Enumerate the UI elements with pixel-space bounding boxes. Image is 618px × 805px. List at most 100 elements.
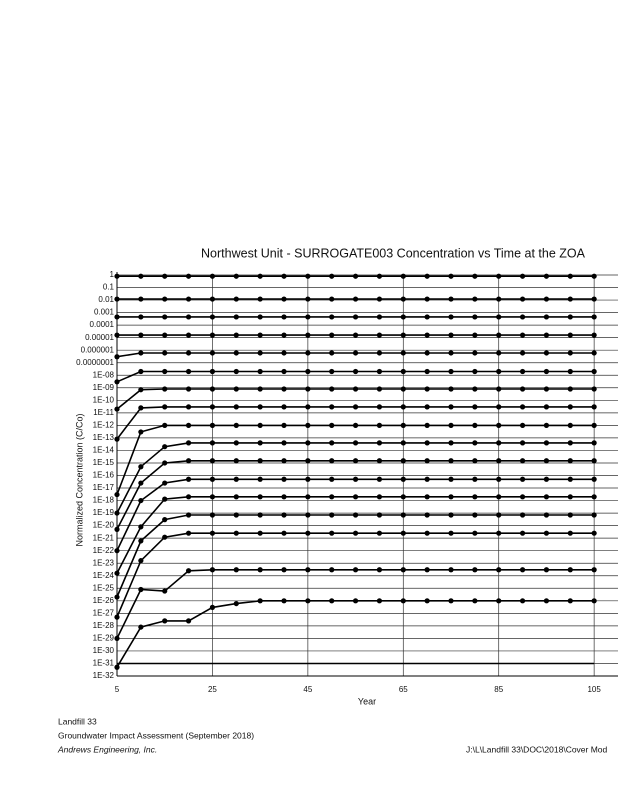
y-tick-label: 0.001 (94, 308, 115, 317)
data-point (305, 530, 311, 536)
data-point (448, 368, 454, 375)
data-point (162, 332, 168, 338)
data-point (472, 350, 478, 356)
data-point (448, 458, 454, 464)
footer-company: Andrews Engineering, Inc. (57, 744, 157, 754)
data-point (424, 598, 430, 604)
y-tick-label: 1E-29 (93, 634, 115, 643)
data-point (138, 368, 144, 375)
data-point (114, 614, 120, 620)
data-point (209, 512, 216, 518)
data-point (209, 458, 216, 464)
data-point (496, 350, 502, 356)
data-point (138, 464, 144, 470)
data-point (591, 476, 597, 482)
data-point (114, 354, 120, 360)
data-point (281, 296, 287, 302)
data-point (114, 379, 120, 385)
y-tick-label: 1E-27 (93, 608, 115, 617)
data-point (448, 350, 454, 356)
data-point (519, 368, 526, 375)
data-point (400, 598, 406, 604)
data-point (185, 296, 192, 302)
data-point (591, 314, 597, 320)
y-tick-label: 1E-12 (93, 420, 115, 429)
data-point (543, 386, 550, 392)
data-point (185, 530, 192, 536)
data-point (400, 458, 406, 464)
data-point (281, 476, 287, 482)
data-point (162, 444, 168, 450)
y-tick-label: 1E-10 (93, 395, 115, 404)
data-point (281, 567, 287, 573)
data-point (352, 368, 359, 375)
data-point (472, 567, 478, 573)
data-point (352, 273, 359, 279)
data-point (424, 440, 430, 446)
footer-path: J:\L\Landfill 33\DOC\2018\Cover Mod (466, 744, 608, 754)
data-point (138, 538, 144, 544)
data-point (209, 604, 216, 610)
data-point (138, 429, 144, 435)
data-point (519, 422, 526, 428)
data-point (496, 296, 502, 302)
data-point (567, 368, 573, 375)
data-point (162, 517, 168, 523)
data-point (162, 368, 168, 375)
data-point (567, 567, 573, 573)
data-point (233, 368, 239, 375)
y-tick-label: 1E-14 (93, 446, 115, 455)
data-point (305, 476, 311, 482)
data-point (448, 422, 454, 428)
data-point (257, 404, 263, 410)
data-point (329, 332, 335, 338)
data-point (400, 296, 406, 302)
data-point (519, 404, 526, 410)
data-point (496, 386, 502, 392)
y-tick-label: 1E-18 (93, 496, 115, 505)
data-point (591, 350, 597, 356)
data-point (209, 350, 216, 356)
data-point (329, 422, 335, 428)
data-point (209, 332, 216, 338)
data-point (567, 512, 573, 518)
data-point (233, 422, 239, 428)
data-point (567, 440, 573, 446)
data-point (496, 404, 502, 410)
data-point (185, 273, 192, 279)
data-point (400, 332, 406, 338)
y-axis-label: Normalized Concentration (C/Co) (74, 413, 84, 546)
data-point (591, 494, 597, 500)
data-point (448, 404, 454, 410)
data-point (138, 558, 144, 564)
data-point (424, 404, 430, 410)
data-point (257, 422, 263, 428)
data-point (138, 387, 144, 393)
data-point (281, 530, 287, 536)
y-tick-label: 0.000001 (81, 345, 115, 354)
data-point (400, 386, 406, 392)
data-point (185, 332, 192, 338)
data-point (591, 273, 597, 279)
data-point (400, 440, 406, 446)
data-point (209, 296, 216, 302)
data-point (352, 512, 359, 518)
x-tick-label: 45 (303, 685, 312, 694)
data-point (400, 512, 406, 518)
data-point (448, 567, 454, 573)
data-point (424, 350, 430, 356)
data-point (496, 598, 502, 604)
data-point (305, 350, 311, 356)
data-point (138, 586, 144, 593)
data-point (472, 273, 478, 279)
data-point (472, 404, 478, 410)
data-point (424, 314, 430, 320)
data-point (376, 332, 383, 338)
data-point (329, 494, 335, 500)
data-point (233, 386, 239, 392)
data-point (496, 530, 502, 536)
data-point (281, 314, 287, 320)
data-point (114, 664, 120, 670)
data-point (329, 386, 335, 392)
data-point (209, 314, 216, 320)
